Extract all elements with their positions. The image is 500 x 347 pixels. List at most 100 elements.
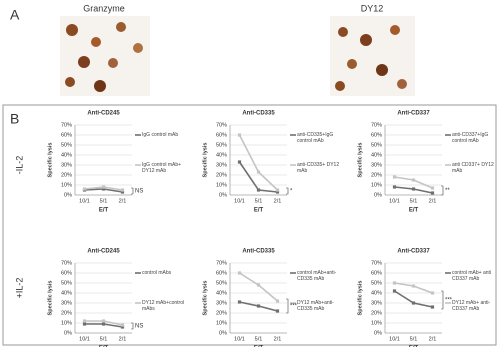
significance-label: ***: [290, 304, 298, 310]
legend-entry: DY12 mAb+anti-CD335 mAb: [297, 300, 334, 312]
data-point: [120, 323, 125, 327]
legend-entry: anti-CD335+ DY12 mAb: [297, 162, 340, 174]
significance-bracket: [286, 298, 289, 314]
x-axis-label: E/T: [254, 346, 264, 347]
significance-label: ***: [445, 298, 453, 304]
y-tick-label: 30%: [216, 300, 227, 306]
data-point: [430, 291, 435, 295]
data-point: [237, 160, 242, 164]
series-line: [239, 272, 279, 302]
data-point: [411, 284, 416, 288]
y-tick-label: 40%: [216, 152, 227, 158]
data-point: [82, 319, 87, 323]
data-point: [392, 185, 397, 189]
y-tick-label: 20%: [61, 310, 72, 316]
significance-bracket: [131, 322, 134, 330]
significance-label: NS: [135, 324, 143, 330]
x-axis-label: E/T: [99, 346, 109, 347]
significance-label: *: [290, 189, 293, 195]
data-point: [411, 178, 416, 182]
panel-label: B: [10, 111, 19, 127]
x-tick-label: 10/1: [234, 198, 245, 204]
y-tick-label: 0%: [64, 330, 72, 336]
x-tick-label: 2/1: [274, 198, 282, 204]
y-tick-label: 60%: [61, 132, 72, 138]
x-tick-label: 5/1: [410, 198, 418, 204]
significance-bracket: [131, 187, 134, 195]
data-point: [275, 309, 280, 313]
y-tick-label: 10%: [371, 182, 382, 188]
y-tick-label: 20%: [371, 310, 382, 316]
x-tick-label: 10/1: [79, 198, 90, 204]
y-tick-label: 50%: [61, 142, 72, 148]
y-tick-label: 30%: [371, 162, 382, 168]
x-axis-label: E/T: [409, 208, 419, 214]
panel-frame: [2, 104, 497, 346]
data-point: [430, 186, 435, 190]
y-tick-label: 70%: [216, 122, 227, 128]
chart-title: Anti-CD337: [397, 249, 430, 255]
y-tick-label: 50%: [371, 142, 382, 148]
y-tick-label: 50%: [216, 280, 227, 286]
data-point: [392, 175, 397, 179]
y-tick-label: 0%: [219, 330, 227, 336]
y-tick-label: 40%: [371, 290, 382, 296]
data-point: [120, 325, 125, 329]
data-point: [120, 190, 125, 194]
y-tick-label: 40%: [216, 290, 227, 296]
chart-title: Anti-CD335: [242, 111, 275, 117]
data-point: [82, 322, 87, 326]
x-axis-label: E/T: [99, 208, 109, 214]
y-tick-label: 10%: [216, 182, 227, 188]
y-tick-label: 20%: [216, 310, 227, 316]
y-tick-label: 70%: [371, 260, 382, 266]
chart-title: Anti-CD245: [87, 249, 120, 255]
legend-entry: control mAb+ anti CD337 mAb: [452, 270, 492, 282]
data-point: [430, 191, 435, 195]
legend-entry: anti-CD335+IgG control mAb: [297, 132, 334, 144]
y-tick-label: 40%: [371, 152, 382, 158]
y-tick-label: 50%: [216, 142, 227, 148]
series-line: [238, 161, 278, 193]
data-point: [411, 301, 416, 305]
y-tick-label: 30%: [61, 300, 72, 306]
y-tick-label: 70%: [216, 260, 227, 266]
legend-entry: control mAbs: [142, 270, 172, 276]
row-label: +IL-2: [14, 278, 24, 299]
chart-title: Anti-CD335: [242, 249, 275, 255]
y-tick-label: 10%: [371, 320, 382, 326]
y-tick-label: 10%: [216, 320, 227, 326]
data-point: [275, 188, 280, 192]
data-point: [82, 187, 87, 191]
y-tick-label: 20%: [371, 172, 382, 178]
x-tick-label: 5/1: [410, 336, 418, 342]
y-tick-label: 60%: [371, 270, 382, 276]
y-tick-label: 10%: [61, 182, 72, 188]
data-point: [237, 133, 242, 137]
image-label: Granzyme: [83, 3, 125, 13]
y-tick-label: 30%: [61, 162, 72, 168]
significance-label: NS: [135, 189, 143, 195]
x-tick-label: 2/1: [429, 198, 437, 204]
y-tick-label: 30%: [371, 300, 382, 306]
legend-entry: DY12 mAb+ anti-CD337 mAb: [452, 300, 491, 312]
x-tick-label: 10/1: [389, 198, 400, 204]
legend-entry: IgG control mAb+ DY12 mAb: [142, 162, 182, 174]
series-line: [238, 134, 279, 191]
x-tick-label: 10/1: [79, 336, 90, 342]
significance-bracket: [441, 185, 444, 196]
legend-entry: anti CD337+ DY12 mAb: [452, 162, 494, 174]
y-tick-label: 30%: [216, 162, 227, 168]
x-tick-label: 5/1: [255, 336, 263, 342]
legend-entry: anti-CD337+IgG control mAb: [452, 132, 489, 144]
data-point: [256, 304, 261, 308]
y-tick-label: 0%: [374, 192, 382, 198]
x-tick-label: 2/1: [274, 336, 282, 342]
x-axis-label: E/T: [254, 208, 264, 214]
data-point: [256, 188, 261, 192]
y-tick-label: 0%: [374, 330, 382, 336]
x-tick-label: 5/1: [100, 336, 108, 342]
y-tick-label: 40%: [61, 152, 72, 158]
